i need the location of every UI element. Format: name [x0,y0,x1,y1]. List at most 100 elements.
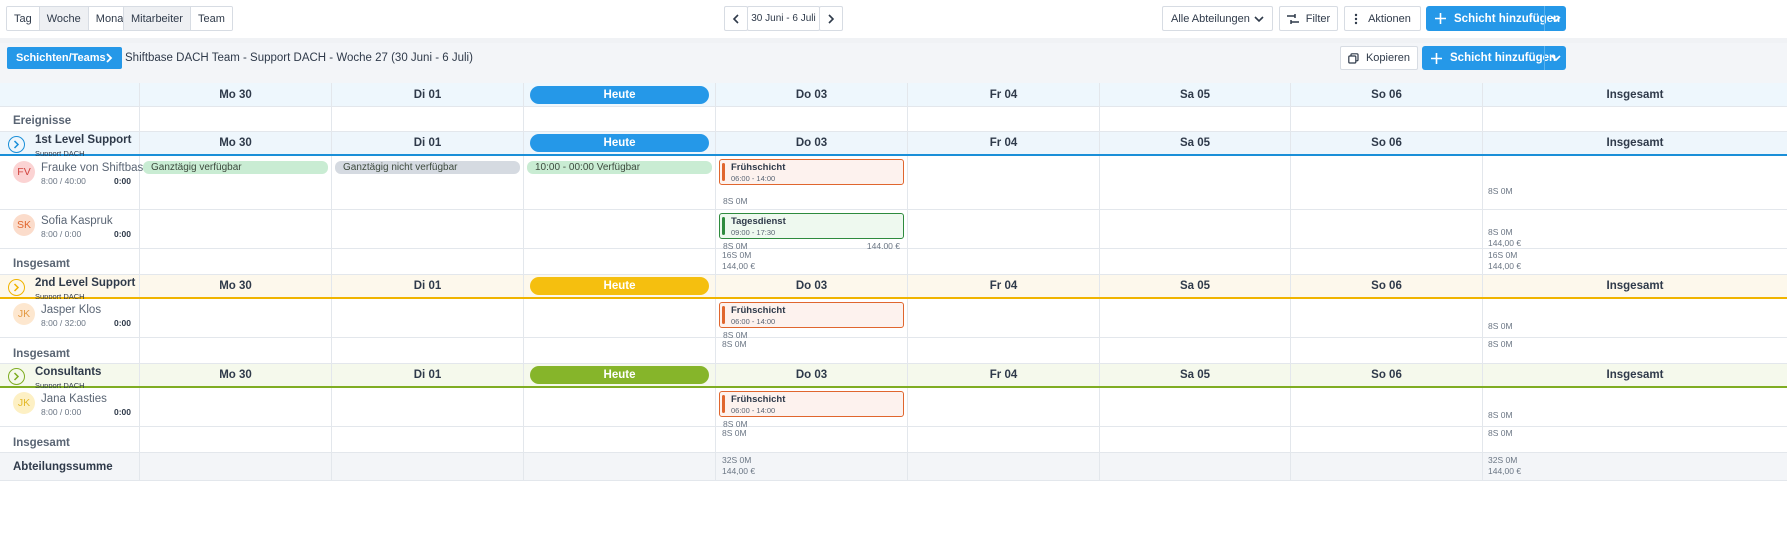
date-range-display[interactable]: 30 Juni - 6 Juli [747,6,820,31]
shift-block[interactable]: Tagesdienst 09:00 - 17:30 [719,213,904,239]
employee-name[interactable]: Sofia Kaspruk [41,215,113,227]
grid-cell[interactable] [1291,299,1483,337]
grid-cell[interactable] [1291,210,1483,248]
group-tab-team[interactable]: Team [190,7,232,30]
grid-cell[interactable] [1291,249,1483,274]
grid-cell[interactable] [140,210,332,248]
prev-week-button[interactable] [724,6,748,31]
team-today-pill[interactable]: Heute [530,366,709,384]
grid-cell[interactable] [1291,388,1483,426]
grid-cell[interactable] [140,107,332,131]
grid-cell[interactable] [332,388,524,426]
grid-cell[interactable]: 8S 0M [1483,388,1787,426]
team-today-pill[interactable]: Heute [530,277,709,295]
grid-cell[interactable]: Ganztägig nicht verfügbar [332,156,524,209]
grid-cell[interactable]: Di 01 [332,364,524,386]
filter-button[interactable]: Filter [1279,6,1338,31]
grid-cell[interactable]: Sa 05 [1100,364,1291,386]
add-shift-button-sub[interactable]: Schicht hinzufügen [1422,46,1566,70]
grid-cell[interactable] [1100,299,1291,337]
expand-team-icon[interactable] [8,136,25,153]
add-shift-button-top[interactable]: Schicht hinzufügen [1426,6,1566,31]
grid-cell[interactable]: Sa 05 [1100,83,1291,106]
grid-cell[interactable]: 8S 0M [1483,427,1787,452]
grid-cell[interactable] [1100,453,1291,480]
grid-cell[interactable] [908,156,1100,209]
grid-cell[interactable]: 32S 0M 144,00 € [1483,453,1787,480]
grid-cell[interactable] [140,453,332,480]
grid-cell[interactable] [1100,427,1291,452]
grid-cell[interactable] [908,427,1100,452]
grid-cell[interactable]: Mo 30 [140,83,332,106]
grid-cell[interactable]: Heute [524,364,716,386]
grid-cell[interactable]: Frühschicht 06:00 - 14:00 8S 0M [716,299,908,340]
grid-cell[interactable] [908,249,1100,274]
grid-cell[interactable]: Di 01 [332,275,524,297]
grid-cell[interactable] [140,249,332,274]
employee-name[interactable]: Jasper Klos [41,304,102,316]
grid-cell[interactable]: So 06 [1291,275,1483,297]
grid-cell[interactable]: Insgesamt [1483,132,1787,154]
grid-cell[interactable]: Fr 04 [908,364,1100,386]
add-shift-dropdown-sub[interactable] [1544,46,1566,70]
view-tab-month[interactable]: Monat [88,7,134,30]
grid-cell[interactable] [908,210,1100,248]
grid-cell[interactable] [1100,156,1291,209]
grid-cell[interactable]: Tagesdienst 09:00 - 17:30 8S 0M 144,00 € [716,210,908,251]
grid-cell[interactable]: Di 01 [332,83,524,106]
grid-cell[interactable]: 8S 0M [1483,338,1787,363]
employee-name[interactable]: Frauke von Shiftbase [41,162,150,174]
grid-cell[interactable]: 8S 0M [716,427,908,452]
grid-cell[interactable]: So 06 [1291,364,1483,386]
grid-cell[interactable] [908,299,1100,337]
grid-cell[interactable]: So 06 [1291,132,1483,154]
grid-cell[interactable] [716,107,908,131]
grid-cell[interactable] [1291,107,1483,131]
grid-cell[interactable] [524,453,716,480]
grid-cell[interactable]: 32S 0M 144,00 € [716,453,908,480]
grid-cell[interactable]: So 06 [1291,83,1483,106]
grid-cell[interactable] [524,388,716,426]
availability-bar[interactable]: Ganztägig verfügbar [143,161,328,174]
avatar[interactable]: FV [13,161,35,183]
grid-cell[interactable]: 8S 0M [1483,299,1787,337]
group-tab-employee[interactable]: Mitarbeiter [124,7,191,30]
grid-cell[interactable] [140,427,332,452]
grid-cell[interactable] [908,388,1100,426]
grid-cell[interactable]: Insgesamt [1483,364,1787,386]
grid-cell[interactable] [524,249,716,274]
grid-cell[interactable] [1100,249,1291,274]
grid-cell[interactable] [524,210,716,248]
grid-cell[interactable]: Do 03 [716,364,908,386]
view-tab-week[interactable]: Woche [39,7,89,30]
grid-cell[interactable]: Frühschicht 06:00 - 14:00 8S 0M [716,156,908,209]
shift-block[interactable]: Frühschicht 06:00 - 14:00 [719,391,904,417]
grid-cell[interactable] [140,388,332,426]
availability-bar[interactable]: Ganztägig nicht verfügbar [335,161,520,174]
team-today-pill[interactable]: Heute [530,134,709,152]
grid-cell[interactable]: Fr 04 [908,83,1100,106]
grid-cell[interactable]: Insgesamt [1483,83,1787,106]
grid-cell[interactable] [332,453,524,480]
grid-cell[interactable] [332,107,524,131]
grid-cell[interactable]: Ganztägig verfügbar [140,156,332,209]
grid-cell[interactable]: Insgesamt [1483,275,1787,297]
grid-cell[interactable]: Frühschicht 06:00 - 14:00 8S 0M [716,388,908,429]
availability-bar[interactable]: 10:00 - 00:00 Verfügbar [527,161,712,174]
grid-cell[interactable]: 16S 0M 144,00 € [1483,249,1787,274]
grid-cell[interactable] [1291,338,1483,363]
grid-cell[interactable]: Fr 04 [908,132,1100,154]
grid-cell[interactable]: Heute [524,83,716,106]
grid-cell[interactable] [524,299,716,337]
expand-team-icon[interactable] [8,368,25,385]
next-week-button[interactable] [819,6,843,31]
add-shift-dropdown-top[interactable] [1544,6,1566,31]
department-select[interactable]: Alle Abteilungen [1162,6,1273,31]
grid-cell[interactable] [1100,388,1291,426]
shift-block[interactable]: Frühschicht 06:00 - 14:00 [719,302,904,328]
grid-cell[interactable] [908,338,1100,363]
grid-cell[interactable] [140,338,332,363]
grid-cell[interactable] [908,107,1100,131]
grid-cell[interactable]: 10:00 - 00:00 Verfügbar [524,156,716,209]
avatar[interactable]: SK [13,214,35,236]
